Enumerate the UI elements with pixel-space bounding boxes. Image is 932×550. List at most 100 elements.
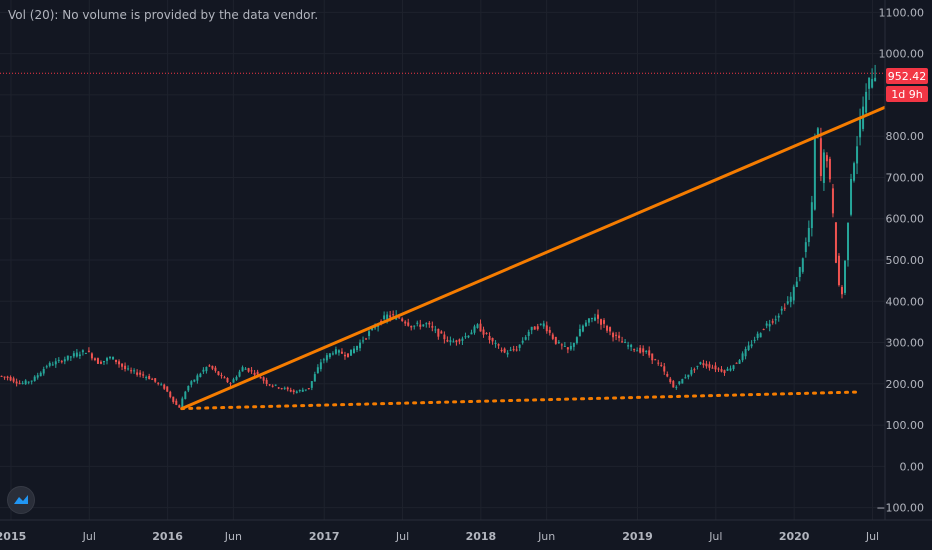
- candle-body: [461, 338, 464, 341]
- candle-body: [368, 331, 371, 336]
- candle-body: [154, 378, 157, 382]
- candle-body: [166, 386, 169, 392]
- time-tick-label: Jul: [708, 530, 722, 543]
- candle-body: [642, 348, 645, 353]
- candle-body: [615, 334, 618, 336]
- price-tick-label: 400.00: [886, 295, 925, 308]
- candle-body: [822, 152, 825, 183]
- candle-body: [735, 362, 738, 364]
- candle-body: [24, 380, 27, 385]
- candle-body: [425, 323, 428, 325]
- candle-body: [660, 364, 663, 366]
- candle-body: [678, 381, 681, 385]
- candle-body: [593, 317, 596, 321]
- candle-body: [142, 374, 145, 376]
- candle-body: [467, 335, 470, 338]
- candle-body: [753, 339, 756, 341]
- time-tick-label: Jul: [395, 530, 409, 543]
- candle-body: [606, 325, 609, 331]
- candle-body: [792, 286, 795, 301]
- candle-body: [554, 336, 557, 344]
- candle-body: [476, 324, 479, 328]
- candle-body: [458, 339, 461, 342]
- candle-body: [392, 314, 395, 316]
- candle-body: [807, 227, 810, 243]
- candle-body: [45, 366, 48, 368]
- candle-body: [669, 378, 672, 383]
- countdown-badge: 1d 9h: [886, 86, 928, 102]
- candle-body: [515, 349, 518, 351]
- candle-body: [383, 315, 386, 319]
- candle-body: [762, 329, 765, 331]
- candle-body: [744, 349, 747, 357]
- candle-body: [256, 371, 259, 375]
- trendlines[interactable]: [180, 105, 886, 411]
- price-tick-label: 800.00: [886, 130, 925, 143]
- candle-body: [491, 338, 494, 342]
- candle-body: [548, 330, 551, 333]
- candle-body: [666, 373, 669, 377]
- candle-body: [93, 358, 96, 360]
- volume-indicator-note[interactable]: Vol (20): No volume is provided by the d…: [8, 8, 319, 22]
- candle-body: [488, 335, 491, 340]
- candle-body: [139, 372, 142, 375]
- time-tick-label: 2019: [622, 530, 653, 543]
- tradingview-logo-icon[interactable]: [7, 486, 35, 514]
- candle-body: [253, 372, 256, 375]
- candle-body: [780, 308, 783, 311]
- candle-body: [157, 382, 160, 384]
- countdown-value: 1d 9h: [891, 88, 922, 101]
- candle-body: [672, 381, 675, 388]
- candle-body: [825, 155, 828, 162]
- candle-body: [482, 329, 485, 335]
- candle-body: [699, 362, 702, 365]
- candle-body: [247, 368, 250, 372]
- candle-body: [621, 341, 624, 343]
- candle-body: [349, 349, 352, 356]
- candle-body: [0, 375, 3, 377]
- candle-body: [331, 353, 334, 355]
- trendline[interactable]: [181, 105, 886, 410]
- candle-body: [283, 387, 286, 389]
- support-trendline-dotted[interactable]: [180, 390, 859, 411]
- candle-body: [624, 341, 627, 343]
- candle-body: [497, 344, 500, 346]
- candle-body: [232, 379, 235, 383]
- candle-body: [512, 349, 515, 351]
- candle-body: [470, 332, 473, 335]
- time-tick-label: 2015: [0, 530, 26, 543]
- candle-body: [151, 378, 154, 380]
- last-price-value: 952.42: [888, 70, 927, 83]
- candle-body: [419, 324, 422, 327]
- time-axis[interactable]: 2015 Jul 2016 Jun 2017 Jul 2018 Jun 2019 Jul 2020 J…: [0, 530, 879, 543]
- candle-body: [226, 378, 229, 383]
- candle-body: [187, 385, 190, 391]
- candle-body: [524, 337, 527, 340]
- candle-body: [359, 342, 362, 349]
- candle-body: [557, 341, 560, 344]
- price-axis[interactable]: 1100.001000.00900.00800.00700.00600.0050…: [876, 6, 924, 514]
- candle-body: [229, 383, 232, 385]
- candle-body: [783, 307, 786, 309]
- candle-body: [859, 119, 862, 138]
- price-tick-label: 100.00: [886, 419, 925, 432]
- candle-body: [36, 375, 39, 378]
- candle-body: [675, 386, 678, 388]
- candle-body: [112, 356, 115, 360]
- candle-body: [636, 350, 639, 352]
- candle-body: [455, 340, 458, 342]
- candle-body: [663, 366, 666, 372]
- candle-body: [365, 338, 368, 340]
- candle-body: [485, 332, 488, 334]
- candle-body: [407, 322, 410, 326]
- candle-body: [587, 318, 590, 323]
- candle-body: [109, 357, 112, 359]
- candle-body: [60, 361, 63, 363]
- candle-body: [464, 336, 467, 338]
- candle-body: [413, 325, 416, 327]
- candle-body: [63, 359, 66, 362]
- candle-body: [136, 372, 139, 375]
- candle-body: [51, 364, 54, 366]
- candle-body: [124, 365, 127, 370]
